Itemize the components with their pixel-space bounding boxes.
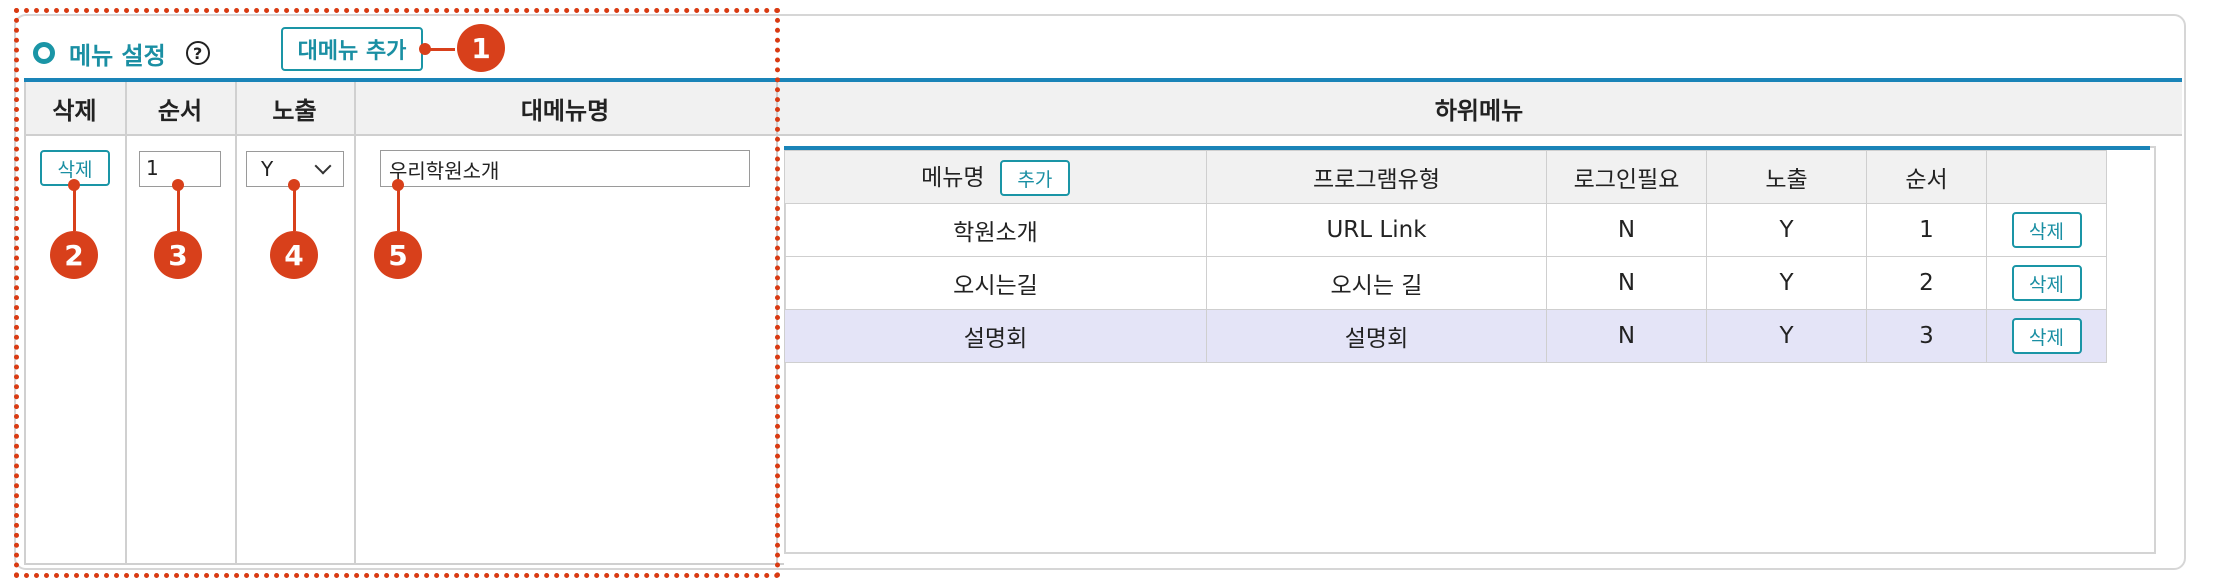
submenu-order: 3 [1866, 309, 1987, 363]
submenu-header-actions [1986, 150, 2107, 204]
submenu-action-cell: 삭제 [1986, 256, 2107, 310]
column-divider [235, 82, 237, 564]
column-header-delete: 삭제 [24, 82, 125, 136]
section-header: 메뉴 설정 ? [33, 30, 210, 76]
submenu-login-required: N [1546, 256, 1707, 310]
annotation-marker-4: 4 [270, 231, 318, 279]
column-header-main-menu-name: 대메뉴명 [354, 82, 776, 136]
section-title: 메뉴 설정 [69, 41, 166, 70]
submenu-name: 오시는길 [784, 256, 1207, 310]
column-divider [24, 82, 26, 564]
submenu-visible: Y [1706, 203, 1867, 257]
annotation-leader-line [425, 48, 455, 51]
column-header-order: 순서 [125, 82, 235, 136]
submenu-login-required: N [1546, 309, 1707, 363]
table-row-highlighted[interactable]: 설명회 설명회 N Y 3 삭제 [784, 309, 2107, 363]
annotation-leader-line [73, 185, 76, 231]
submenu-name: 설명회 [784, 309, 1207, 363]
delete-submenu-button[interactable]: 삭제 [2011, 265, 2082, 301]
annotation-leader-line [397, 185, 400, 231]
submenu-program-type: 설명회 [1206, 309, 1547, 363]
submenu-action-cell: 삭제 [1986, 309, 2107, 363]
submenu-header-visible: 노출 [1706, 150, 1867, 204]
table-row[interactable]: 학원소개 URL Link N Y 1 삭제 [784, 203, 2107, 257]
submenu-header-program-type: 프로그램유형 [1206, 150, 1547, 204]
submenu-header-name-label: 메뉴명 [921, 164, 985, 191]
annotation-marker-5: 5 [374, 231, 422, 279]
visibility-value: Y [261, 157, 274, 181]
delete-submenu-button[interactable]: 삭제 [2011, 212, 2082, 248]
annotation-marker-1: 1 [457, 24, 505, 72]
submenu-order: 1 [1866, 203, 1987, 257]
submenu-table-top-border [784, 146, 2150, 150]
delete-submenu-button[interactable]: 삭제 [2011, 318, 2082, 354]
delete-main-menu-button[interactable]: 삭제 [40, 150, 110, 186]
submenu-header-order: 순서 [1866, 150, 1987, 204]
submenu-program-type: URL Link [1206, 203, 1547, 257]
submenu-name: 학원소개 [784, 203, 1207, 257]
annotation-leader-line [177, 185, 180, 231]
submenu-login-required: N [1546, 203, 1707, 257]
submenu-order: 2 [1866, 256, 1987, 310]
submenu-program-type: 오시는 길 [1206, 256, 1547, 310]
table-row[interactable]: 오시는길 오시는 길 N Y 2 삭제 [784, 256, 2107, 310]
table-bottom-border [24, 563, 784, 565]
submenu-visible: Y [1706, 309, 1867, 363]
submenu-header-name: 메뉴명 추가 [784, 150, 1207, 204]
submenu-table: 메뉴명 추가 프로그램유형 로그인필요 노출 순서 학원소개 URL Link … [784, 150, 2107, 363]
annotation-marker-2: 2 [50, 231, 98, 279]
submenu-header-login-required: 로그인필요 [1546, 150, 1707, 204]
annotation-marker-3: 3 [154, 231, 202, 279]
submenu-action-cell: 삭제 [1986, 203, 2107, 257]
column-header-submenu: 하위메뉴 [776, 82, 2182, 136]
submenu-header-row: 메뉴명 추가 프로그램유형 로그인필요 노출 순서 [784, 150, 2107, 204]
radio-dot-icon [33, 42, 55, 64]
add-submenu-button[interactable]: 추가 [999, 160, 1070, 197]
column-divider [354, 82, 356, 564]
column-header-visible: 노출 [235, 82, 354, 136]
column-divider [125, 82, 127, 564]
submenu-visible: Y [1706, 256, 1867, 310]
annotation-highlight-frame [14, 8, 780, 578]
add-main-menu-button[interactable]: 대메뉴 추가 [281, 27, 423, 71]
annotation-leader-line [293, 185, 296, 231]
help-icon[interactable]: ? [185, 41, 210, 65]
main-menu-name-input[interactable]: 우리학원소개 [380, 150, 750, 187]
table-top-border [24, 78, 2182, 82]
